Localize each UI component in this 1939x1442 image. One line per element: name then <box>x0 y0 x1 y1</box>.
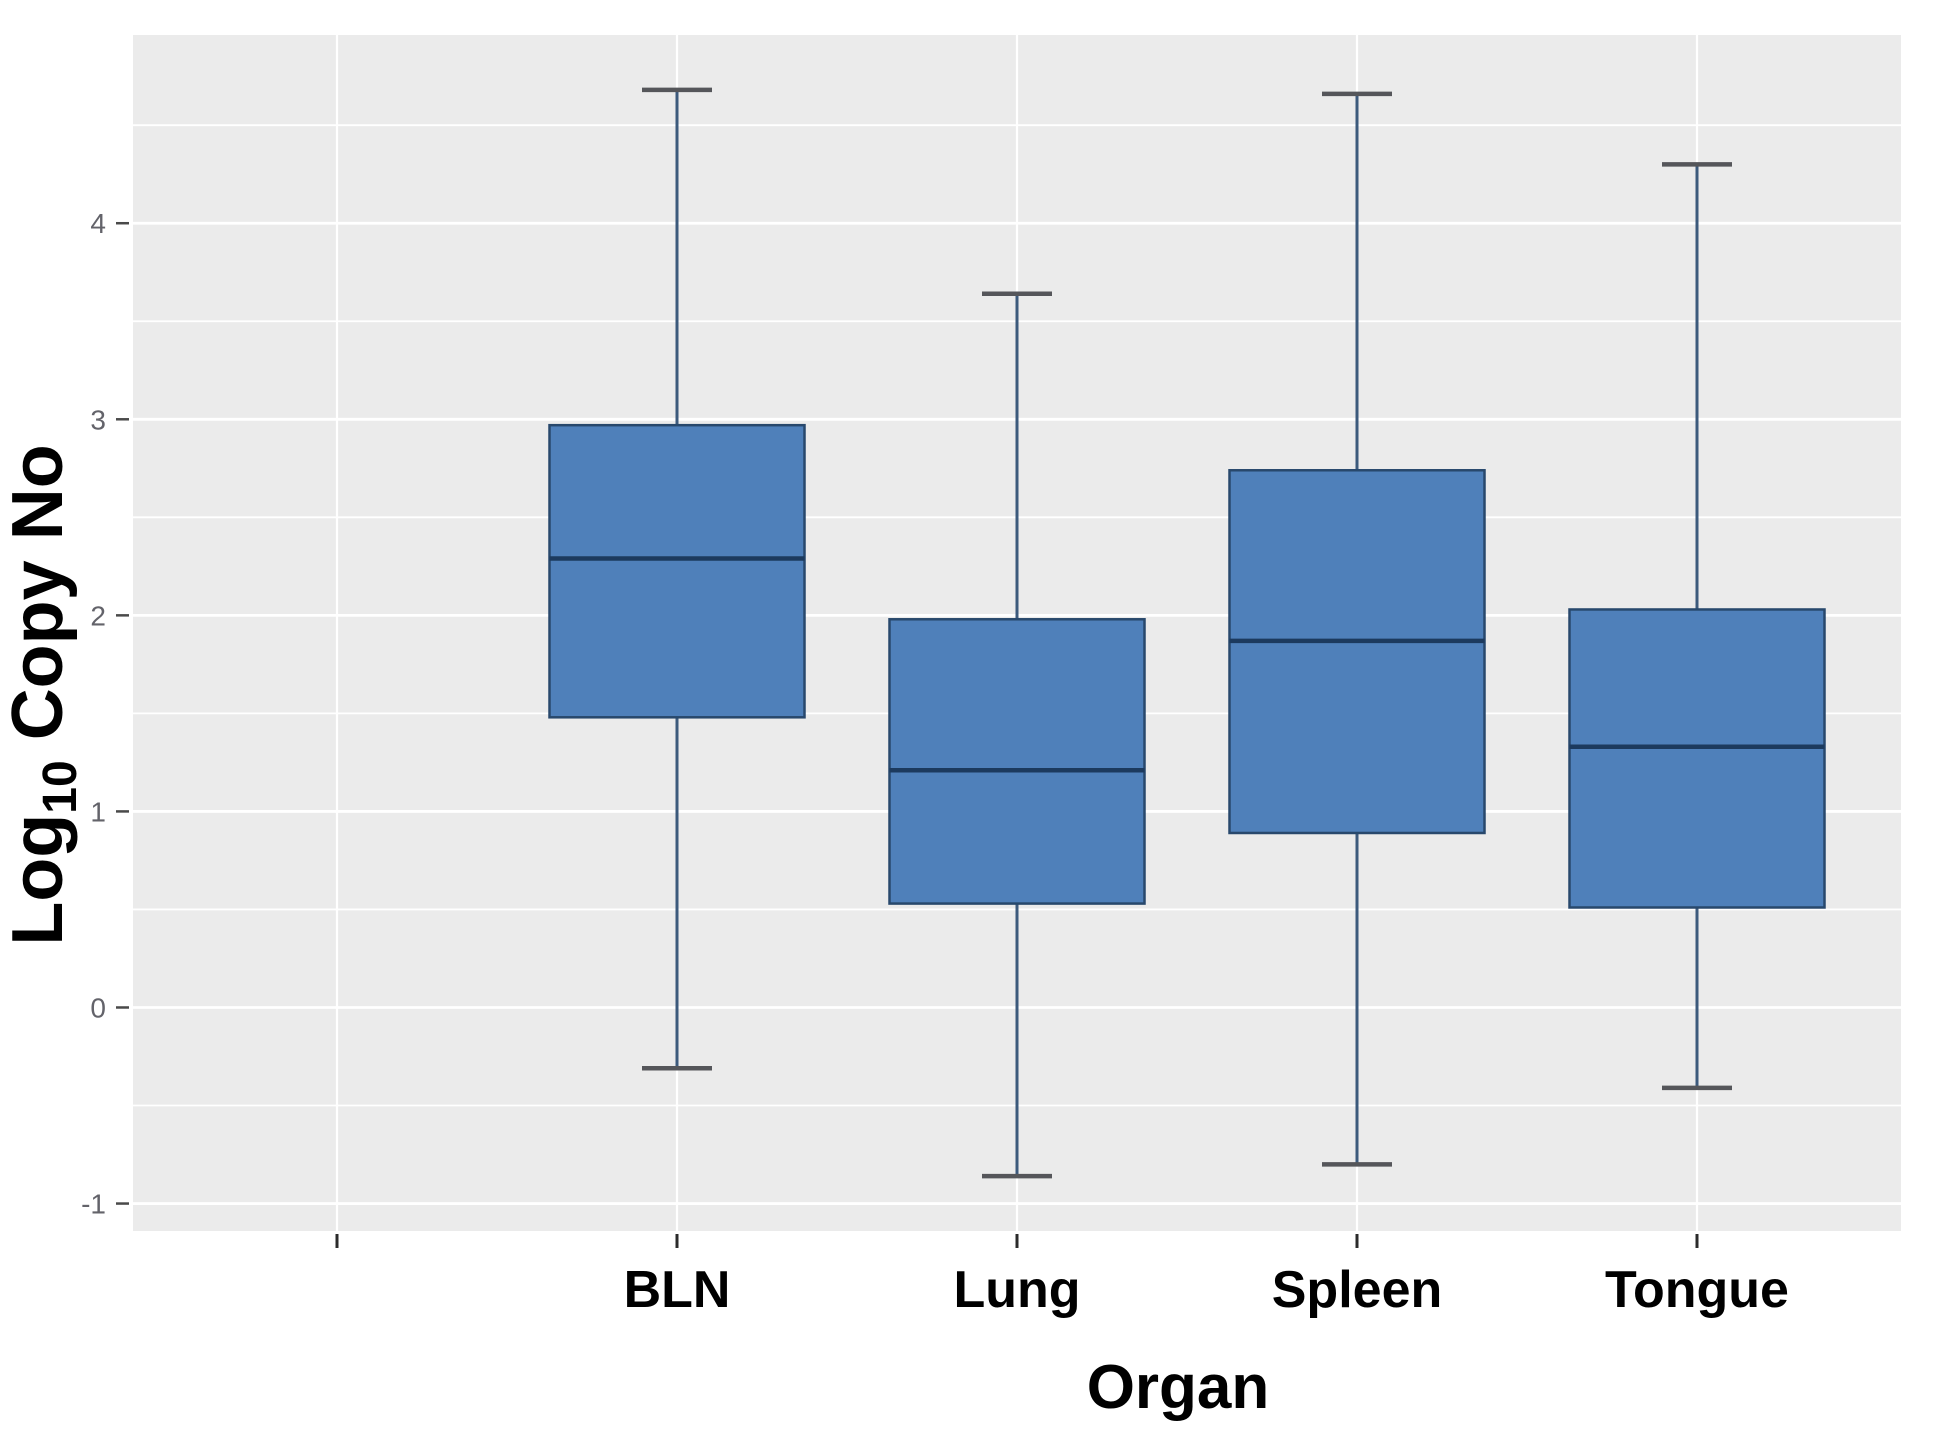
y-tick-label: 4 <box>90 208 106 239</box>
y-tick-label: 1 <box>90 796 106 827</box>
y-axis: 4 3 2 1 0 -1 <box>81 208 129 1220</box>
y-axis-title-text: Copy No <box>0 444 78 760</box>
boxplot-boxes <box>548 87 1826 1179</box>
x-tick-label-lung: Lung <box>953 1261 1080 1319</box>
y-tick-label: 3 <box>90 404 106 435</box>
x-tick-label-tongue: Tongue <box>1605 1261 1789 1319</box>
iqr-box <box>1568 608 1826 909</box>
x-axis: BLN Lung Spleen Tongue <box>335 1234 1789 1319</box>
iqr-box <box>548 423 806 719</box>
x-tick-label-spleen: Spleen <box>1272 1261 1443 1319</box>
y-axis-title-subscript: 10 <box>34 760 87 813</box>
iqr-box <box>1228 469 1486 835</box>
box-tongue <box>1568 162 1826 1091</box>
box-lung <box>888 291 1146 1179</box>
y-tick-label: -1 <box>81 1189 106 1220</box>
box-spleen <box>1228 91 1486 1167</box>
y-axis-title: Log10 Copy No <box>0 444 87 945</box>
y-tick-label: 2 <box>90 600 106 631</box>
y-tick-label: 0 <box>90 992 106 1023</box>
x-tick-label-bln: BLN <box>624 1261 731 1319</box>
iqr-box <box>888 618 1146 905</box>
box-bln <box>548 87 806 1071</box>
y-axis-title-text: Log <box>0 814 78 946</box>
x-axis-title: Organ <box>1087 1353 1270 1422</box>
